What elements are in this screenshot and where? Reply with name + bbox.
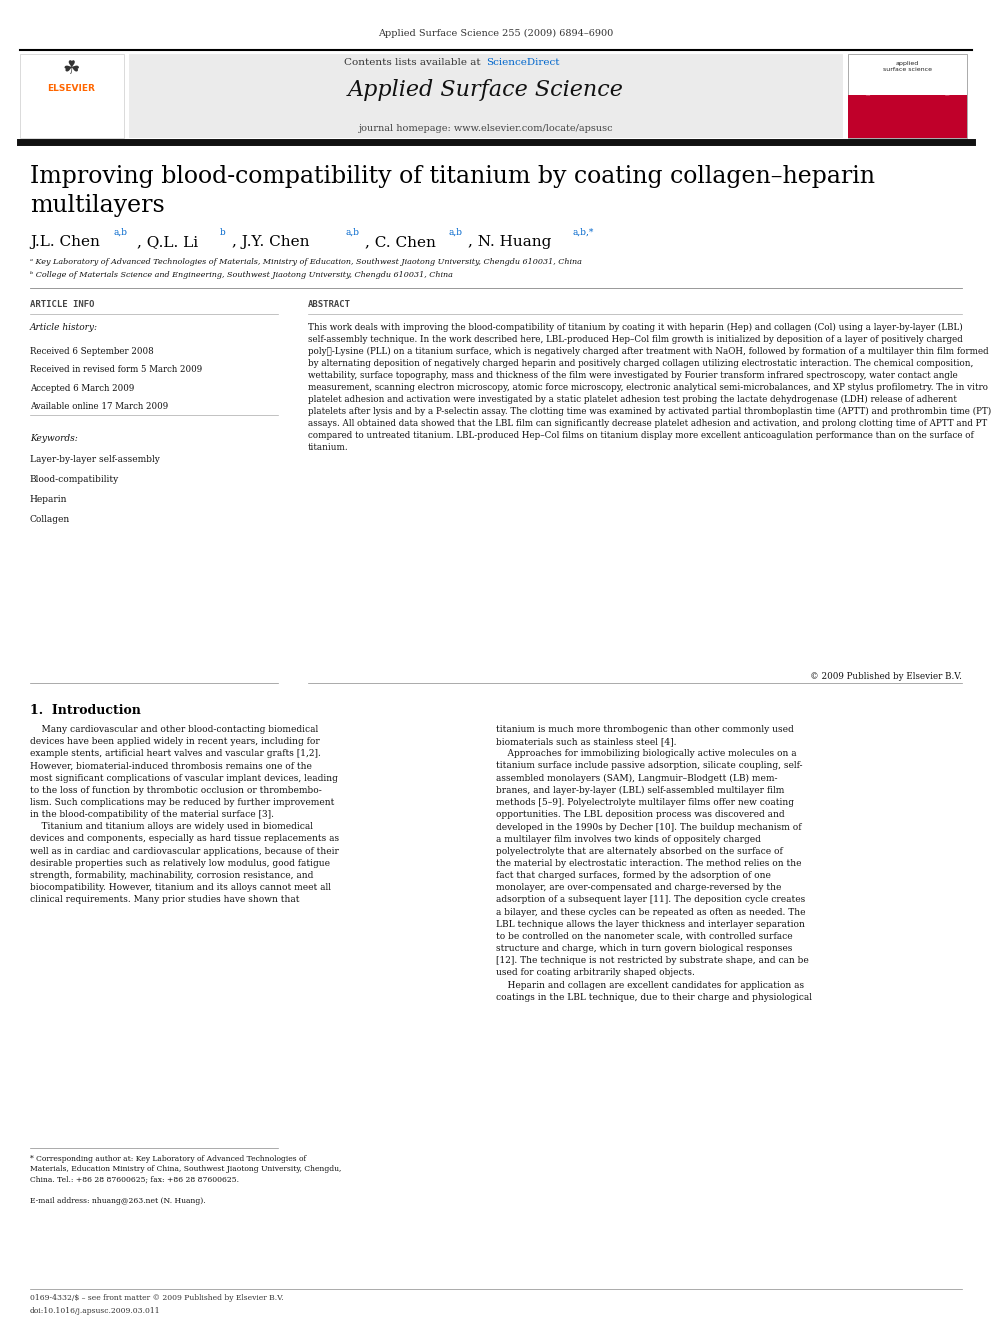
- Text: a,b: a,b: [113, 228, 127, 237]
- Bar: [20, 54, 124, 138]
- Text: Available online 17 March 2009: Available online 17 March 2009: [30, 402, 168, 411]
- Text: This work deals with improving the blood-compatibility of titanium by coating it: This work deals with improving the blood…: [308, 323, 991, 452]
- Text: Accepted 6 March 2009: Accepted 6 March 2009: [30, 384, 134, 393]
- Text: Received in revised form 5 March 2009: Received in revised form 5 March 2009: [30, 365, 202, 374]
- Text: b: b: [220, 228, 226, 237]
- Text: , J.Y. Chen: , J.Y. Chen: [232, 235, 310, 250]
- Text: , N. Huang: , N. Huang: [468, 235, 552, 250]
- Text: Layer-by-layer self-assembly: Layer-by-layer self-assembly: [30, 455, 160, 464]
- Text: doi:10.1016/j.apsusc.2009.03.011: doi:10.1016/j.apsusc.2009.03.011: [30, 1307, 161, 1315]
- Text: 0169-4332/$ – see front matter © 2009 Published by Elsevier B.V.: 0169-4332/$ – see front matter © 2009 Pu…: [30, 1294, 284, 1302]
- Text: Article history:: Article history:: [30, 323, 98, 332]
- Text: Keywords:: Keywords:: [30, 434, 77, 443]
- Bar: [848, 95, 967, 138]
- Text: Blood-compatibility: Blood-compatibility: [30, 475, 119, 484]
- Text: ☘: ☘: [62, 60, 80, 78]
- Bar: [848, 54, 967, 138]
- Text: applied
surface science: applied surface science: [883, 61, 932, 71]
- Text: ScienceDirect: ScienceDirect: [486, 58, 559, 67]
- Text: * Corresponding author at: Key Laboratory of Advanced Technologies of
Materials,: * Corresponding author at: Key Laborator…: [30, 1155, 341, 1183]
- Text: 1.  Introduction: 1. Introduction: [30, 704, 141, 717]
- Text: J.L. Chen: J.L. Chen: [30, 235, 99, 250]
- Text: Contents lists available at: Contents lists available at: [344, 58, 484, 67]
- Text: ᵃ Key Laboratory of Advanced Technologies of Materials, Ministry of Education, S: ᵃ Key Laboratory of Advanced Technologie…: [30, 258, 581, 266]
- Text: Received 6 September 2008: Received 6 September 2008: [30, 347, 154, 356]
- Text: ᵇ College of Materials Science and Engineering, Southwest Jiaotong University, C: ᵇ College of Materials Science and Engin…: [30, 271, 452, 279]
- Text: journal homepage: www.elsevier.com/locate/apsusc: journal homepage: www.elsevier.com/locat…: [359, 124, 613, 134]
- Text: Applied Surface Science: Applied Surface Science: [348, 79, 624, 102]
- Text: , C. Chen: , C. Chen: [365, 235, 435, 250]
- Text: titanium is much more thrombogenic than other commonly used
biomaterials such as: titanium is much more thrombogenic than …: [496, 725, 812, 1002]
- Text: Many cardiovascular and other blood-contacting biomedical
devices have been appl: Many cardiovascular and other blood-cont…: [30, 725, 339, 904]
- Text: Collagen: Collagen: [30, 515, 70, 524]
- Text: Applied Surface Science 255 (2009) 6894–6900: Applied Surface Science 255 (2009) 6894–…: [378, 29, 614, 38]
- Text: ARTICLE INFO: ARTICLE INFO: [30, 300, 94, 310]
- Text: Improving blood-compatibility of titanium by coating collagen–heparin
multilayer: Improving blood-compatibility of titaniu…: [30, 165, 875, 217]
- Text: ABSTRACT: ABSTRACT: [308, 300, 350, 310]
- Text: Heparin: Heparin: [30, 495, 67, 504]
- Text: © 2009 Published by Elsevier B.V.: © 2009 Published by Elsevier B.V.: [810, 672, 962, 681]
- Text: E-mail address: nhuang@263.net (N. Huang).: E-mail address: nhuang@263.net (N. Huang…: [30, 1197, 205, 1205]
- Text: a,b: a,b: [448, 228, 462, 237]
- Text: a,b: a,b: [345, 228, 359, 237]
- Text: a,b,*: a,b,*: [572, 228, 594, 237]
- Text: , Q.L. Li: , Q.L. Li: [137, 235, 198, 250]
- Bar: [129, 54, 843, 138]
- Text: ELSEVIER: ELSEVIER: [48, 85, 95, 93]
